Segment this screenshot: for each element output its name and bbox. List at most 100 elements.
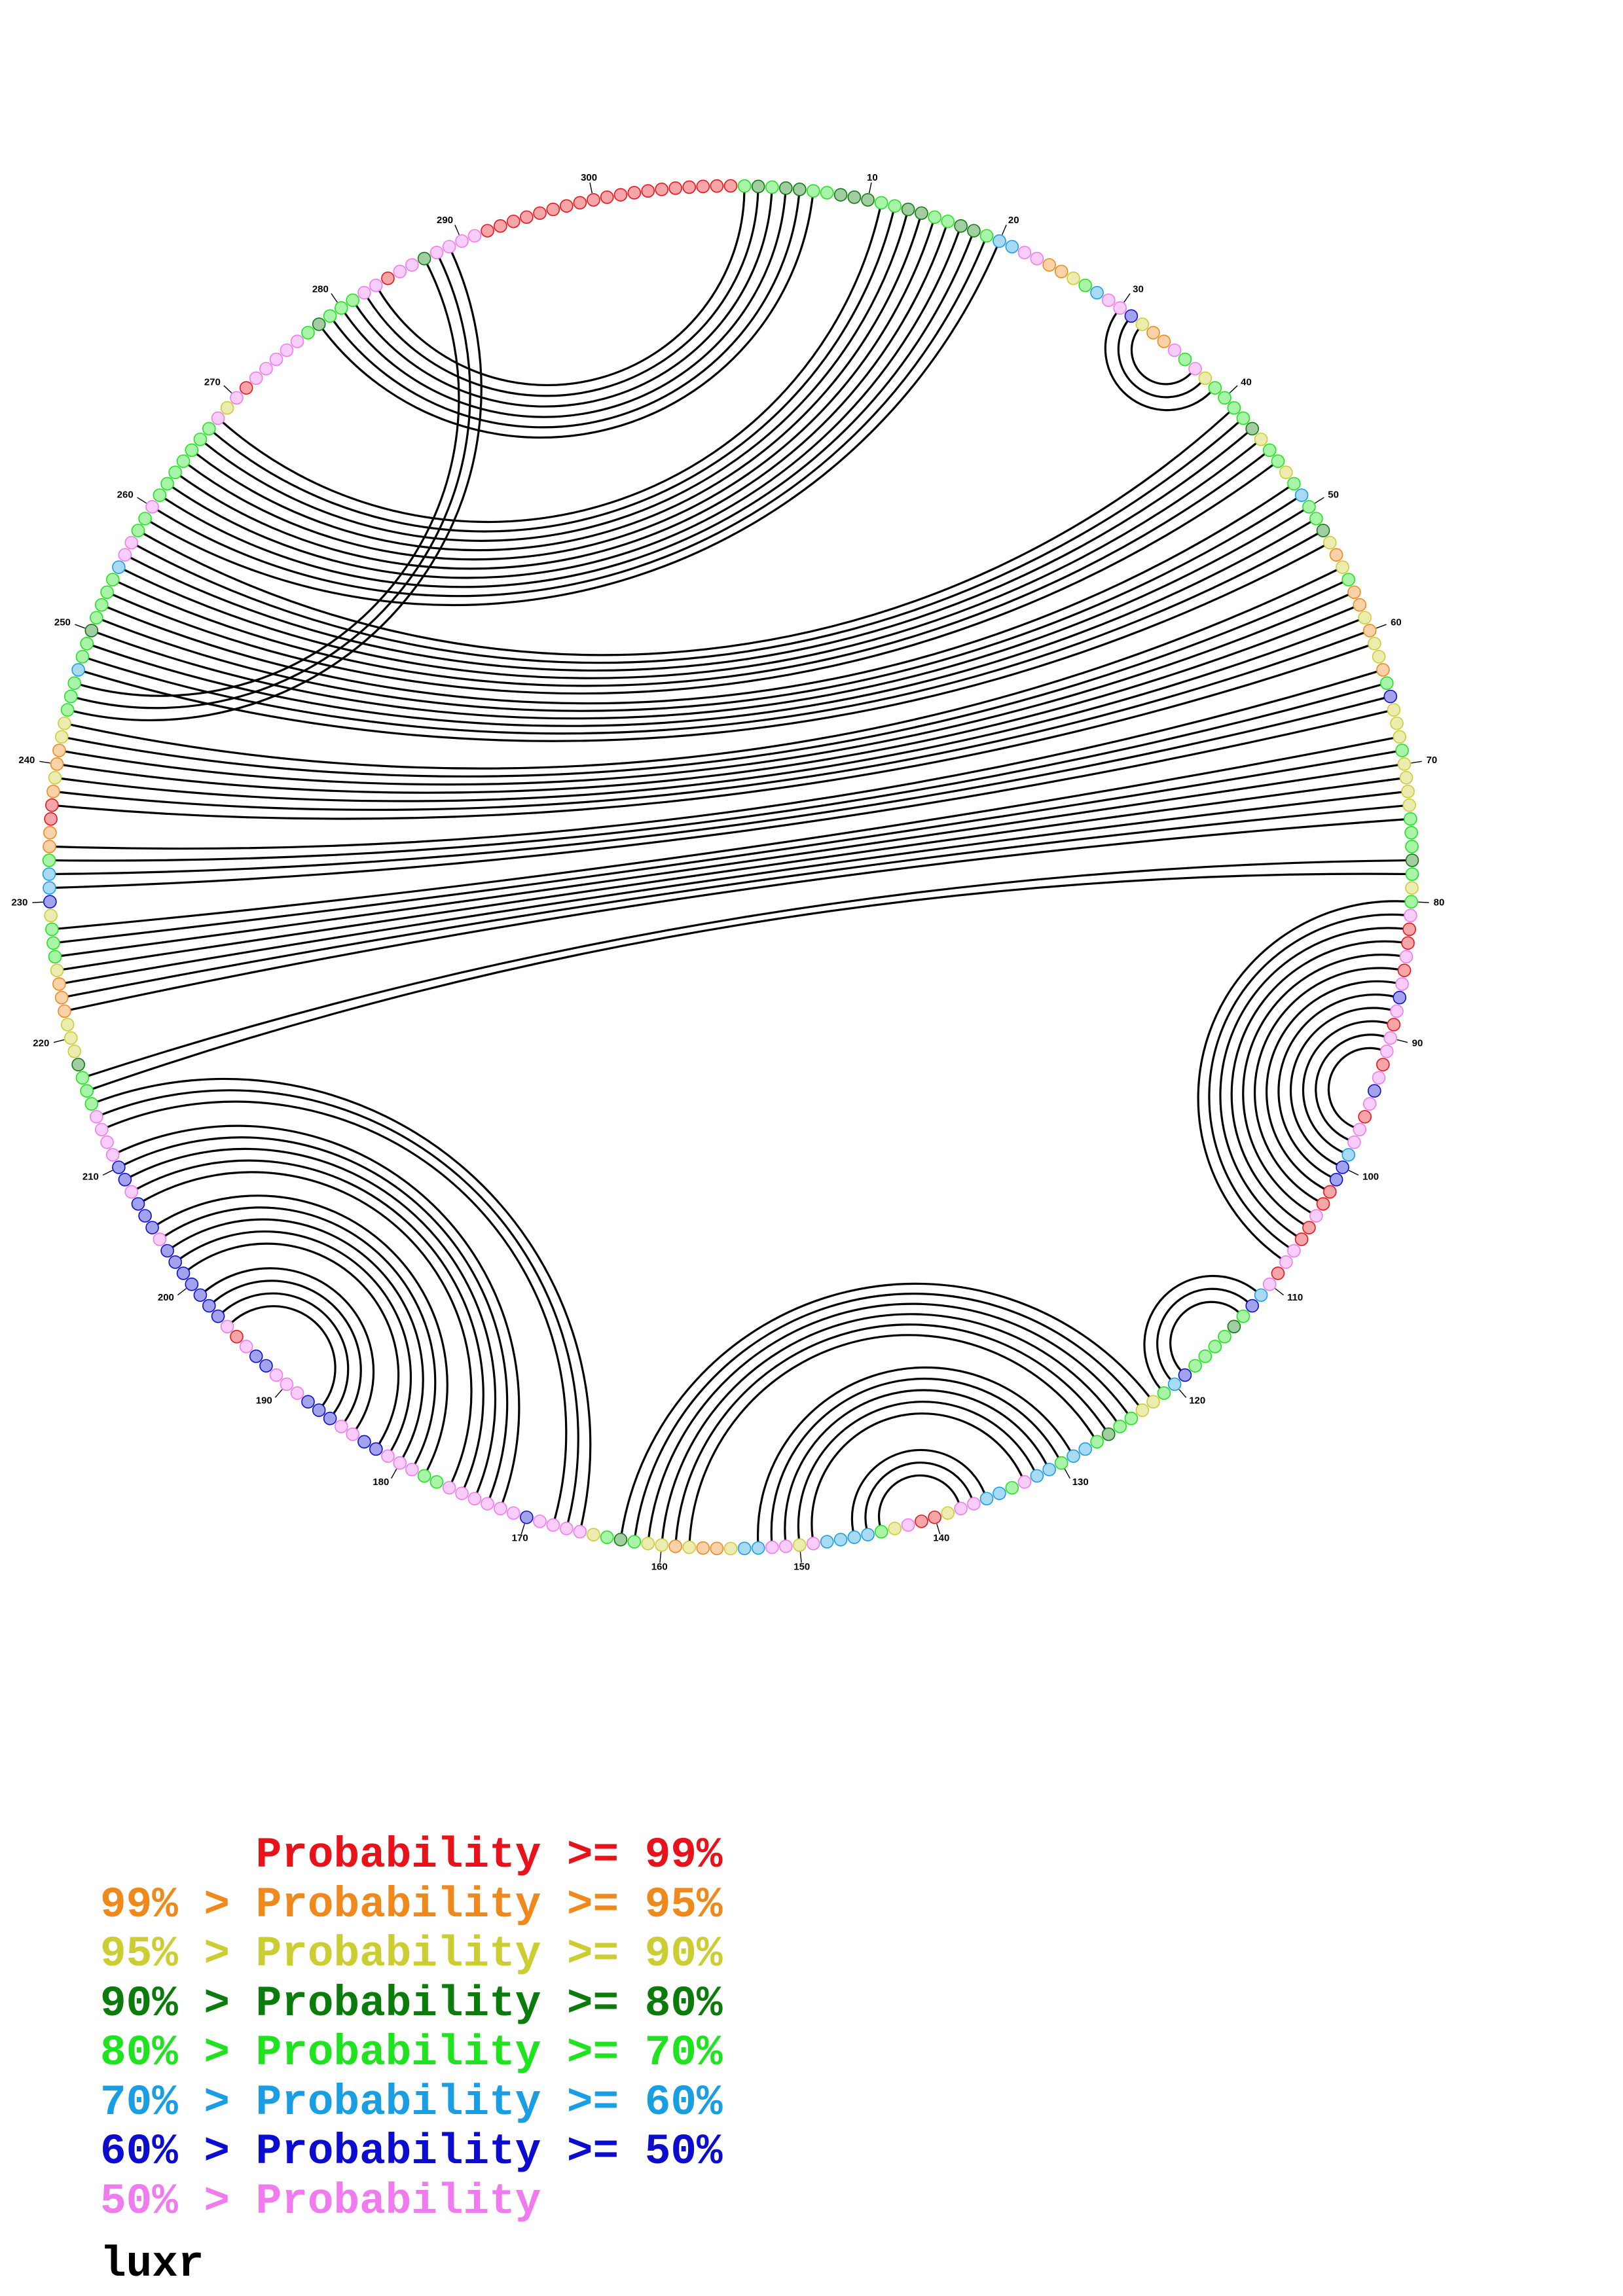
nucleotide-61 bbox=[1368, 637, 1381, 651]
position-tick bbox=[1123, 293, 1131, 303]
nucleotide-98 bbox=[1347, 1135, 1361, 1149]
nucleotide-93 bbox=[1372, 1071, 1386, 1085]
base-pair-arc-60-238 bbox=[59, 632, 1364, 811]
base-pair-arc-44-255 bbox=[124, 442, 1257, 679]
base-pair-arcs bbox=[55, 192, 1406, 1542]
nucleotide-267 bbox=[202, 422, 216, 436]
nucleotide-140 bbox=[928, 1510, 941, 1524]
position-tick bbox=[1418, 901, 1429, 903]
nucleotide-167 bbox=[559, 1522, 574, 1535]
nucleotide-215 bbox=[84, 1097, 99, 1111]
nucleotide-306 bbox=[668, 181, 682, 195]
base-pair-arc-126-159 bbox=[674, 1323, 1106, 1541]
base-pair-arc-59-239 bbox=[61, 619, 1360, 802]
position-tick bbox=[137, 497, 147, 504]
nucleotide-297 bbox=[546, 202, 560, 217]
nucleotide-270 bbox=[230, 391, 244, 405]
nucleotide-155 bbox=[723, 1541, 738, 1556]
nucleotide-231 bbox=[43, 881, 56, 895]
nucleotide-15 bbox=[928, 210, 941, 224]
base-pair-arc-112-120 bbox=[1156, 1287, 1249, 1380]
base-pair-arc-166-215 bbox=[97, 1077, 592, 1526]
nucleotide-150 bbox=[793, 1538, 807, 1552]
base-pair-arc-122-163 bbox=[620, 1282, 1150, 1534]
position-label: 190 bbox=[256, 1395, 272, 1407]
nucleotide-ring bbox=[42, 179, 1419, 1556]
base-pair-arc-288-245 bbox=[77, 257, 471, 709]
nucleotide-109 bbox=[1271, 1266, 1285, 1280]
nucleotide-146 bbox=[847, 1530, 862, 1545]
nucleotide-83 bbox=[1401, 936, 1415, 950]
base-pair-arc-129-153 bbox=[757, 1366, 1072, 1542]
nucleotide-132 bbox=[1030, 1469, 1044, 1483]
nucleotide-86 bbox=[1395, 977, 1409, 991]
nucleotide-206 bbox=[138, 1209, 152, 1223]
base-pair-arc-73-223 bbox=[67, 804, 1404, 997]
nucleotide-105 bbox=[1302, 1221, 1316, 1234]
position-tick bbox=[1348, 1170, 1359, 1175]
nucleotide-188 bbox=[301, 1395, 315, 1408]
position-tick bbox=[454, 224, 460, 235]
base-pair-arc-58-240 bbox=[63, 606, 1355, 794]
nucleotide-230 bbox=[43, 895, 57, 909]
nucleotide-218 bbox=[71, 1058, 85, 1071]
nucleotide-226 bbox=[48, 950, 62, 964]
position-label: 20 bbox=[1008, 215, 1019, 226]
nucleotide-296 bbox=[533, 206, 547, 220]
base-pair-arc-15-264 bbox=[187, 223, 934, 561]
base-pair-arc-174-209 bbox=[130, 1147, 497, 1494]
position-label: 170 bbox=[512, 1533, 528, 1544]
nucleotide-126 bbox=[1101, 1427, 1116, 1441]
nucleotide-255 bbox=[112, 560, 126, 574]
nucleotide-207 bbox=[131, 1197, 145, 1211]
base-pair-arc-13-266 bbox=[204, 215, 908, 542]
nucleotide-28 bbox=[1090, 285, 1104, 300]
base-pair-arc-186-197 bbox=[222, 1292, 350, 1414]
position-tick bbox=[1411, 761, 1422, 764]
nucleotide-107 bbox=[1287, 1244, 1301, 1258]
nucleotide-240 bbox=[50, 757, 64, 771]
nucleotide-139 bbox=[941, 1506, 955, 1520]
nucleotide-137 bbox=[967, 1497, 981, 1511]
base-pair-arc-68-228 bbox=[58, 737, 1394, 930]
nucleotide-47 bbox=[1279, 465, 1293, 479]
nucleotide-80 bbox=[1404, 895, 1418, 909]
nucleotide-84 bbox=[1399, 950, 1413, 964]
nucleotide-232 bbox=[42, 867, 56, 881]
position-tick bbox=[1064, 1469, 1070, 1479]
nucleotide-50 bbox=[1302, 500, 1316, 514]
base-pair-arc-86-102 bbox=[1266, 980, 1396, 1190]
base-pair-arc-61-237 bbox=[58, 644, 1369, 820]
nucleotide-20 bbox=[993, 234, 1006, 248]
nucleotide-141 bbox=[915, 1515, 928, 1528]
base-pair-arc-184-199 bbox=[204, 1267, 375, 1430]
base-pair-arc-87-101 bbox=[1277, 994, 1394, 1178]
nucleotide-276 bbox=[290, 334, 304, 348]
nucleotide-176 bbox=[442, 1480, 456, 1495]
nucleotide-221 bbox=[60, 1018, 75, 1031]
position-label: 40 bbox=[1241, 376, 1252, 387]
nucleotide-308 bbox=[696, 179, 710, 194]
nucleotide-153 bbox=[751, 1541, 765, 1555]
molecule-name: luxr bbox=[100, 2240, 204, 2289]
nucleotide-199 bbox=[193, 1288, 208, 1302]
position-tick bbox=[1314, 497, 1324, 504]
position-tick bbox=[1396, 1039, 1408, 1043]
position-label: 270 bbox=[204, 376, 221, 387]
position-tick bbox=[102, 1170, 113, 1175]
nucleotide-253 bbox=[100, 585, 114, 600]
nucleotide-284 bbox=[381, 271, 395, 285]
nucleotide-30 bbox=[1113, 301, 1127, 315]
nucleotide-252 bbox=[94, 598, 109, 612]
position-tick bbox=[589, 182, 593, 194]
nucleotide-288 bbox=[429, 245, 444, 260]
base-pair-arc-51-249 bbox=[92, 520, 1312, 727]
nucleotide-40 bbox=[1218, 391, 1231, 405]
base-pair-arc-6-278 bbox=[321, 196, 814, 439]
nucleotide-134 bbox=[1005, 1480, 1019, 1495]
position-tick bbox=[331, 293, 338, 303]
nucleotide-225 bbox=[50, 963, 64, 977]
base-pair-arc-124-161 bbox=[647, 1302, 1129, 1538]
nucleotide-239 bbox=[48, 770, 62, 785]
nucleotide-90 bbox=[1383, 1031, 1398, 1045]
